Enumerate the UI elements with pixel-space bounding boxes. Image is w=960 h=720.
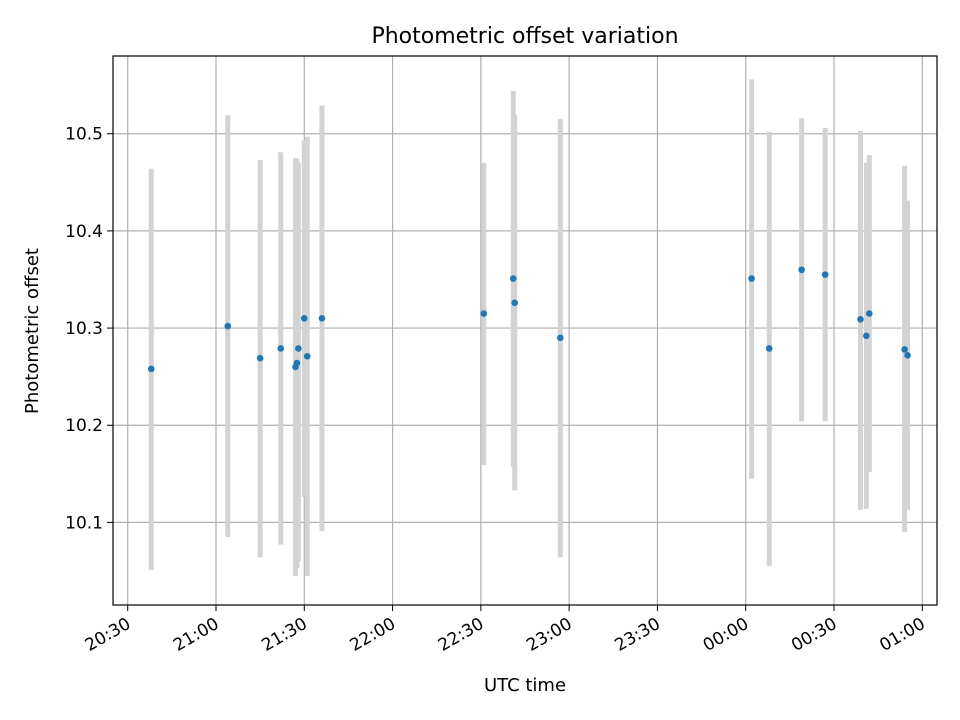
data-points [147,266,911,373]
x-tick-label: 00:30 [788,614,840,656]
x-tick-label: 21:30 [258,614,310,656]
x-tick-label: 20:30 [82,614,134,656]
y-tick-label: 10.4 [65,222,103,242]
plot-frame [112,55,938,606]
x-tick-label: 21:00 [170,614,222,656]
data-point [480,310,488,317]
y-tick-label: 10.3 [65,319,103,339]
data-point [821,271,829,278]
data-point [293,359,301,367]
grid [113,56,937,605]
data-point [295,345,302,352]
x-tick-label: 23:00 [523,614,575,656]
data-point [224,322,232,330]
data-point [277,345,285,352]
chart-title: Photometric offset variation [371,24,678,49]
y-tick-label: 10.1 [65,513,103,533]
x-tick-label: 23:30 [611,614,663,656]
data-point [303,352,311,360]
data-point [256,354,264,362]
data-point [904,351,911,359]
x-axis-label: UTC time [484,675,566,696]
x-tick-label: 01:00 [876,614,928,656]
data-point [901,346,908,353]
data-point [511,299,518,307]
data-point [147,365,155,373]
y-axis-label: Photometric offset [22,248,43,414]
data-point [765,345,773,352]
data-point [866,310,873,317]
y-tick-label: 10.5 [65,125,103,145]
data-point [557,334,564,342]
x-tick-label: 22:30 [435,614,487,656]
data-point [857,316,864,323]
y-tick-label: 10.2 [65,416,103,436]
data-point [863,332,870,340]
x-tick-label: 22:00 [347,614,399,656]
data-point [748,275,755,282]
data-point [300,315,308,322]
x-tick-label: 00:00 [700,614,752,656]
data-point [509,275,517,282]
data-point [318,315,326,322]
data-point [798,266,805,274]
